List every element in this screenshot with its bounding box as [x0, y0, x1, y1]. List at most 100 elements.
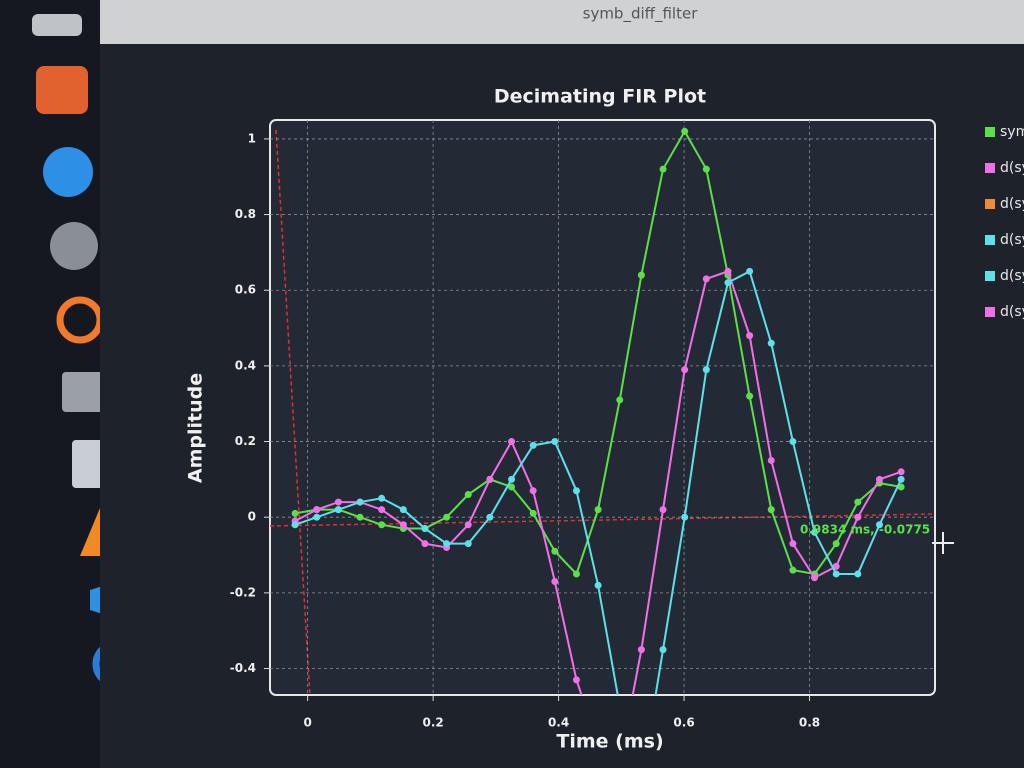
- settings-icon[interactable]: [50, 222, 98, 270]
- legend-label: d(sy: [1000, 196, 1024, 212]
- data-point: [746, 332, 754, 340]
- data-point: [854, 498, 862, 506]
- x-axis-label: Time (ms): [556, 731, 663, 753]
- data-point: [464, 521, 472, 529]
- data-point: [767, 339, 775, 347]
- series-line: [294, 270, 902, 695]
- cursor: [932, 532, 954, 554]
- data-point: [637, 646, 645, 654]
- plot-area: [269, 119, 936, 696]
- data-point: [681, 127, 689, 135]
- y-tick-label: 0.8: [235, 207, 256, 221]
- plot: [270, 120, 935, 695]
- data-point: [746, 267, 754, 275]
- data-point: [854, 513, 862, 521]
- legend-swatch: [985, 163, 995, 173]
- help-icon[interactable]: [43, 147, 93, 197]
- data-point: [811, 574, 819, 582]
- data-point: [443, 540, 451, 548]
- legend-swatch: [985, 307, 995, 317]
- chart-title: Decimating FIR Plot: [494, 86, 706, 108]
- data-point: [378, 521, 386, 529]
- legend-label: d(sy: [1000, 160, 1024, 176]
- data-point: [551, 438, 559, 446]
- data-point: [789, 566, 797, 574]
- data-point: [702, 366, 710, 374]
- title-bar: [100, 0, 1024, 44]
- x-tick-label: 0.8: [799, 716, 820, 730]
- data-point: [702, 275, 710, 283]
- data-point: [486, 513, 494, 521]
- legend-label: d(sy: [1000, 268, 1024, 284]
- data-point: [875, 521, 883, 529]
- data-point: [659, 646, 667, 654]
- legend-swatch: [985, 271, 995, 281]
- x-tick-label: 0: [303, 716, 311, 730]
- dock-item[interactable]: [32, 14, 82, 36]
- data-point: [529, 487, 537, 495]
- data-point: [724, 279, 732, 287]
- data-point: [356, 513, 364, 521]
- x-tick-label: 0.2: [422, 716, 443, 730]
- data-point: [378, 494, 386, 502]
- data-point: [594, 506, 602, 514]
- data-point: [746, 392, 754, 400]
- data-point: [854, 570, 862, 578]
- x-tick-label: 0.4: [548, 716, 569, 730]
- data-point: [421, 540, 429, 548]
- data-point: [399, 521, 407, 529]
- data-point: [875, 475, 883, 483]
- legend-swatch: [985, 235, 995, 245]
- window-title: symb_diff_filter: [583, 5, 699, 24]
- data-point: [789, 438, 797, 446]
- data-point: [399, 506, 407, 514]
- data-point: [551, 578, 559, 586]
- data-point: [789, 540, 797, 548]
- data-point: [572, 676, 580, 684]
- data-point: [443, 513, 451, 521]
- data-point: [702, 165, 710, 173]
- y-tick-label: 0.4: [235, 358, 256, 372]
- data-point: [291, 509, 299, 517]
- data-point: [291, 521, 299, 529]
- y-axis-label: Amplitude: [185, 373, 207, 483]
- data-point: [508, 483, 516, 491]
- y-tick-label: 0.6: [235, 283, 256, 297]
- marker-line: [275, 129, 311, 695]
- legend-swatch: [985, 199, 995, 209]
- y-tick-label: 0: [248, 510, 256, 524]
- data-point: [811, 528, 819, 536]
- zero-marker-line: [270, 513, 935, 527]
- x-tick-label: 0.6: [673, 716, 694, 730]
- data-point: [572, 487, 580, 495]
- data-point: [897, 468, 905, 476]
- legend-swatch: [985, 127, 995, 137]
- data-point: [508, 475, 516, 483]
- data-point: [637, 271, 645, 279]
- data-point: [551, 547, 559, 555]
- data-point: [832, 562, 840, 570]
- data-point: [529, 441, 537, 449]
- data-point: [724, 267, 732, 275]
- data-point: [334, 498, 342, 506]
- data-point: [464, 491, 472, 499]
- data-point: [486, 475, 494, 483]
- y-tick-label: -0.4: [230, 661, 256, 675]
- data-point: [334, 506, 342, 514]
- data-point: [767, 456, 775, 464]
- data-point: [356, 498, 364, 506]
- data-point: [767, 506, 775, 514]
- data-point: [421, 525, 429, 533]
- data-point: [832, 570, 840, 578]
- data-point: [616, 396, 624, 404]
- app-store-icon[interactable]: [36, 66, 88, 114]
- data-point: [832, 540, 840, 548]
- y-tick-label: -0.2: [230, 585, 256, 599]
- data-point: [681, 366, 689, 374]
- legend-label: d(sy: [1000, 232, 1024, 248]
- data-point: [508, 438, 516, 446]
- cursor-annotation: 0.9834 ms, -0.0775: [800, 523, 930, 537]
- data-point: [313, 506, 321, 514]
- data-point: [572, 570, 580, 578]
